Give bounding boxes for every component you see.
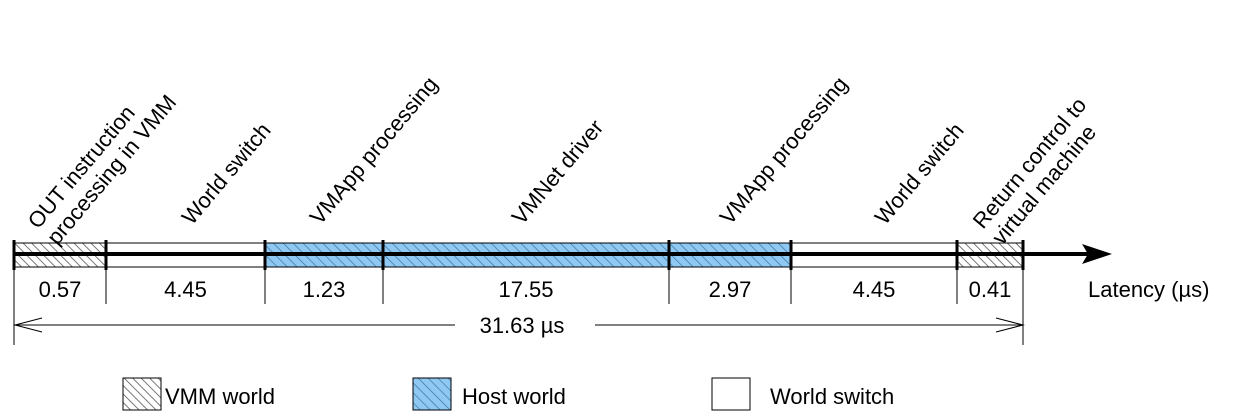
segment-1-value: 0.57 <box>39 277 82 302</box>
legend-label-switch: World switch <box>770 384 894 409</box>
legend-swatch-vmm <box>122 377 162 411</box>
segment-7-value: 0.41 <box>969 277 1012 302</box>
legend-label-vmm: VMM world <box>165 384 275 409</box>
segment-separators <box>12 240 1025 345</box>
legend: VMM world Host world World switch <box>122 377 894 411</box>
segment-3-label: VMApp processing <box>305 72 443 230</box>
segment-6-label: World switch <box>870 118 969 229</box>
segment-5-value: 2.97 <box>709 277 752 302</box>
legend-swatch-switch <box>711 377 751 411</box>
total-latency-label: 31.63 µs <box>480 313 565 338</box>
segment-2-value: 4.45 <box>164 277 207 302</box>
latency-axis-arrowhead <box>1082 244 1112 264</box>
segment-values: 0.57 4.45 1.23 17.55 2.97 4.45 0.41 <box>39 277 1012 302</box>
segment-4-label: VMNet driver <box>507 115 609 229</box>
segment-7-label: Return control tovirtual machine <box>968 93 1111 250</box>
segment-1-label: OUT instructionprocessing in VMM <box>23 74 182 249</box>
total-span: 31.63 µs <box>13 313 1025 338</box>
segment-6-value: 4.45 <box>853 277 896 302</box>
legend-swatch-host <box>412 377 452 411</box>
segment-4-value: 17.55 <box>498 277 553 302</box>
legend-label-host: Host world <box>462 384 566 409</box>
segment-3-value: 1.23 <box>303 277 346 302</box>
segment-2-label: World switch <box>177 118 276 229</box>
segment-5-label: VMApp processing <box>715 72 853 230</box>
axis-label: Latency (µs) <box>1088 277 1210 302</box>
